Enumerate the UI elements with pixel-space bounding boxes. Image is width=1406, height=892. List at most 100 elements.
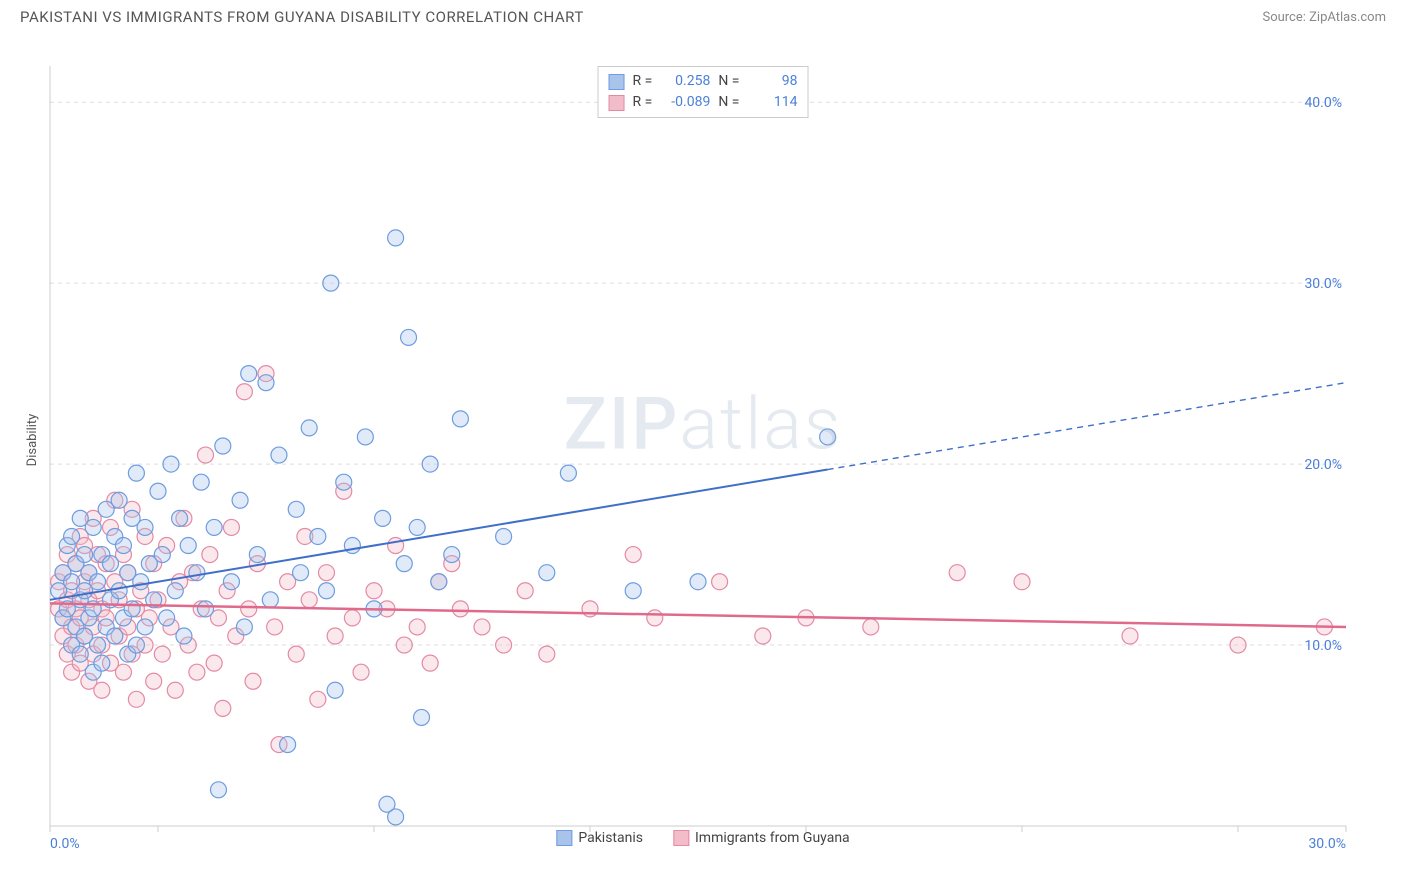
data-point [293,565,309,581]
data-point [452,411,468,427]
data-point [202,547,218,563]
series-swatch [609,95,625,111]
data-point [452,601,468,617]
data-point [396,556,412,572]
stat-r-label: R = [633,71,653,92]
data-point [163,456,179,472]
chart-source: Source: ZipAtlas.com [1262,10,1386,25]
data-point [198,447,214,463]
stat-row: R =0.258N =98 [609,71,798,92]
stat-n-value: 98 [747,71,797,92]
data-point [560,465,576,481]
data-point [310,528,326,544]
data-point [496,637,512,653]
data-point [210,782,226,798]
chart-container: Disability 0.0%30.0%10.0%20.0%30.0%40.0%… [0,30,1406,850]
y-tick-label: 20.0% [1304,457,1342,473]
data-point [949,565,965,581]
stat-r-value: -0.089 [660,92,710,113]
data-point [539,646,555,662]
x-tick-label: 0.0% [50,836,80,850]
data-point [176,628,192,644]
data-point [336,474,352,490]
data-point [115,664,131,680]
bottom-legend: Pakistanis Immigrants from Guyana [556,830,849,846]
data-point [245,673,261,689]
data-point [172,510,188,526]
data-point [90,574,106,590]
regression-line-extrapolated [828,383,1346,470]
data-point [388,809,404,825]
data-point [409,619,425,635]
data-point [267,619,283,635]
data-point [1122,628,1138,644]
data-point [189,664,205,680]
data-point [327,682,343,698]
data-point [111,583,127,599]
data-point [863,619,879,635]
data-point [215,438,231,454]
legend-swatch [673,830,689,846]
data-point [690,574,706,590]
data-point [258,375,274,391]
data-point [193,474,209,490]
data-point [115,538,131,554]
data-point [1230,637,1246,653]
data-point [241,366,257,382]
legend-label: Immigrants from Guyana [695,830,850,846]
data-point [167,682,183,698]
legend-swatch [556,830,572,846]
data-point [396,637,412,653]
stat-n-value: 114 [747,92,797,113]
data-point [647,610,663,626]
y-axis-label: Disability [25,414,40,467]
data-point [712,574,728,590]
data-point [366,583,382,599]
data-point [198,601,214,617]
stat-r-label: R = [633,92,653,113]
legend-item: Immigrants from Guyana [673,830,850,846]
data-point [102,556,118,572]
data-point [288,501,304,517]
data-point [323,275,339,291]
data-point [344,610,360,626]
data-point [375,510,391,526]
data-point [401,329,417,345]
data-point [223,519,239,535]
chart-title: PAKISTANI VS IMMIGRANTS FROM GUYANA DISA… [20,8,584,26]
data-point [189,565,205,581]
data-point [206,519,222,535]
data-point [137,619,153,635]
data-point [318,583,334,599]
data-point [310,691,326,707]
data-point [133,574,149,590]
data-point [128,465,144,481]
data-point [124,601,140,617]
data-point [288,646,304,662]
data-point [262,592,278,608]
legend-label: Pakistanis [578,830,643,846]
data-point [111,492,127,508]
y-tick-label: 40.0% [1304,95,1342,111]
data-point [280,737,296,753]
data-point [517,583,533,599]
data-point [128,637,144,653]
data-point [422,655,438,671]
data-point [128,691,144,707]
data-point [64,528,80,544]
data-point [444,547,460,563]
stat-n-label: N = [718,92,739,113]
data-point [409,519,425,535]
data-point [625,583,641,599]
data-point [223,574,239,590]
data-point [1014,574,1030,590]
data-point [820,429,836,445]
data-point [77,547,93,563]
data-point [357,429,373,445]
data-point [146,673,162,689]
stat-row: R = -0.089 N = 114 [609,92,798,113]
data-point [107,628,123,644]
stat-n-label: N = [718,71,739,92]
data-point [206,655,222,671]
data-point [344,538,360,554]
